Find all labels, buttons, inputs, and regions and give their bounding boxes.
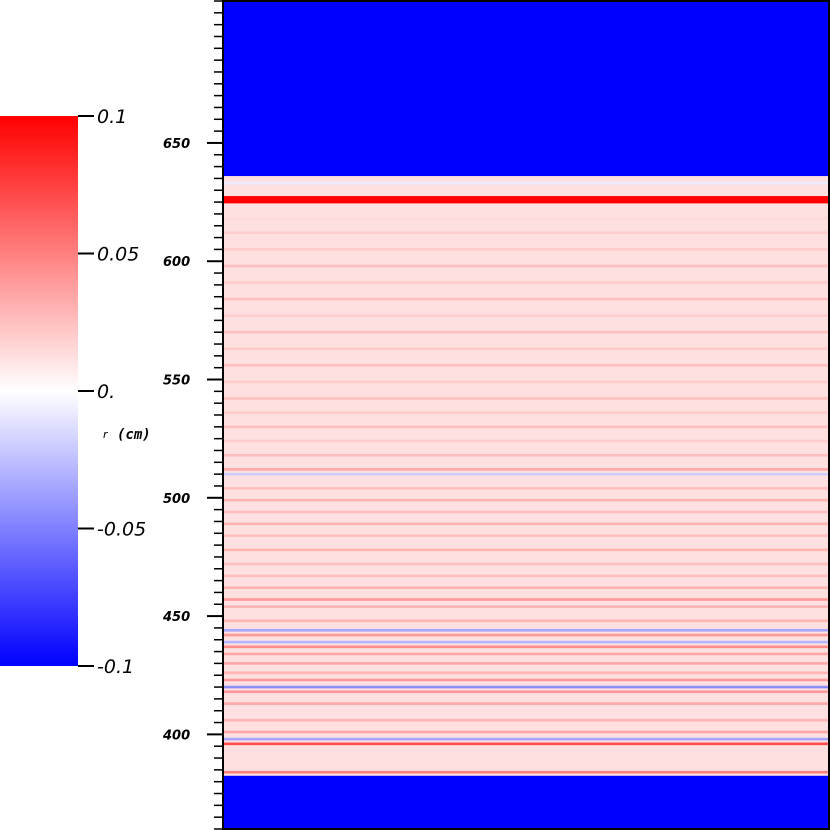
colorbar-gradient (0, 116, 78, 666)
colorbar-tick-label: -0.05 (97, 519, 146, 541)
heatmap-layer (223, 231, 829, 235)
heatmap-layer (223, 652, 829, 656)
heatmap-layer (223, 330, 829, 334)
colorbar-tick-label: 0.1 (97, 106, 127, 128)
plot-frame (222, 0, 830, 830)
heatmap-layer (223, 487, 829, 490)
heatmap-layer (223, 397, 829, 400)
heatmap-layer (223, 510, 829, 514)
heatmap-layer (223, 662, 829, 665)
heatmap-layer (223, 522, 829, 526)
y-tick-label: 500 (163, 492, 190, 507)
heatmap-layer (223, 548, 829, 552)
heatmap-layer (223, 645, 829, 649)
y-tick-label: 600 (163, 255, 190, 270)
heatmap-layer (223, 730, 829, 734)
heatmap-layer (223, 628, 829, 632)
heatmap-layer (223, 380, 829, 384)
heatmap-layer (223, 633, 829, 637)
colorbar-tick-label: 0.05 (97, 244, 139, 266)
heatmap-layer (223, 411, 829, 414)
heatmap-layer (223, 718, 829, 722)
heatmap-layers (223, 181, 829, 774)
heatmap-layer (223, 196, 829, 199)
active-region (223, 176, 829, 776)
heatmap-layer (223, 534, 829, 537)
colorbar-ticks: -0.1 -0.05 0. 0.05 0.1 (78, 106, 146, 678)
colorbar-unit-label: (cm) (117, 427, 151, 443)
heatmap-layer (223, 468, 829, 471)
colorbar: -0.1 -0.05 0. 0.05 0.1 r (cm) (0, 106, 151, 678)
y-tick-label: 400 (162, 728, 190, 743)
heatmap-layer (223, 281, 829, 284)
heatmap-layer (223, 690, 829, 694)
heatmap-layer (223, 264, 829, 268)
heatmap-layer (223, 198, 829, 202)
heatmap-layer (223, 181, 829, 185)
heatmap-layer (223, 702, 829, 705)
heatmap-layer (223, 586, 829, 589)
heatmap-layer (223, 671, 829, 675)
heatmap-layer (223, 640, 829, 644)
heatmap-layer (223, 248, 829, 251)
heatmap-layer (223, 217, 829, 220)
heatmap-layer (223, 297, 829, 301)
heatmap-layer (223, 742, 829, 746)
y-tick-label: 550 (163, 374, 190, 389)
y-tick-label: 650 (163, 137, 190, 152)
y-tick-label: 450 (162, 610, 190, 625)
heatmap-layer (223, 685, 829, 689)
heatmap-layer (223, 498, 829, 502)
heatmap-layer (223, 439, 829, 443)
heatmap-layer (223, 678, 829, 682)
heatmap-layer (223, 598, 829, 601)
heatmap-layer (223, 425, 829, 429)
heatmap-layer (223, 472, 829, 476)
heatmap-layer (223, 314, 829, 317)
heatmap-layer (223, 737, 829, 741)
colorbar-tick-label: -0.1 (97, 656, 134, 678)
heatmap-layer (223, 562, 829, 566)
heatmap-layer (223, 770, 829, 774)
y-axis: 400 450 500 550 600 650 (162, 0, 223, 830)
colorbar-variable-label: r (103, 428, 109, 441)
heatmap-layer (223, 619, 829, 623)
plot-area (222, 0, 830, 830)
heatmap-layer (223, 453, 829, 457)
heatmap-layer (223, 574, 829, 578)
heatmap-layer (223, 200, 829, 204)
heatmap-layer (223, 605, 829, 608)
heatmap-layer (223, 347, 829, 351)
colorbar-tick-label: 0. (97, 381, 115, 403)
heatmap-layer (223, 364, 829, 367)
